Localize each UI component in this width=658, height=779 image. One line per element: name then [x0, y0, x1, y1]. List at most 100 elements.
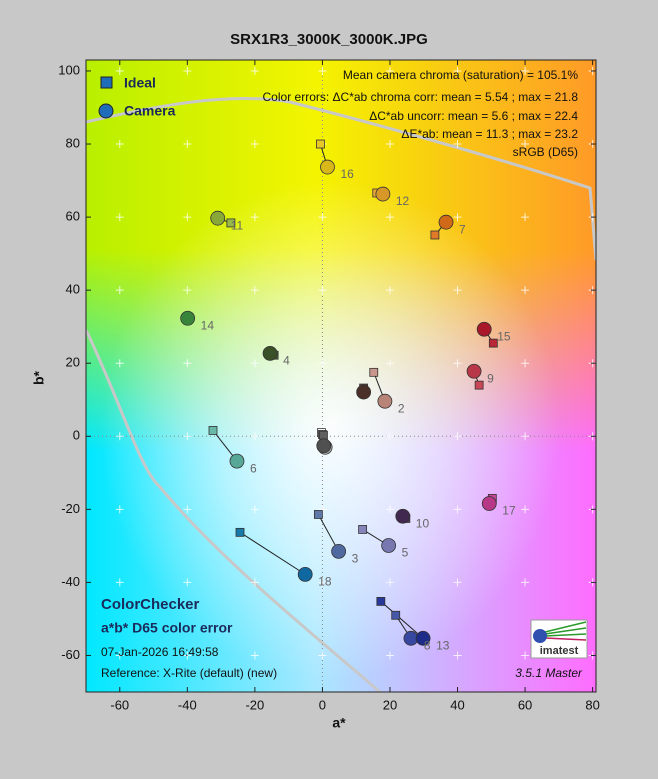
ideal-point — [488, 338, 498, 348]
grid-cross — [318, 359, 327, 368]
grid-cross — [183, 286, 192, 295]
grid-cross — [521, 286, 530, 295]
patch-label: 6 — [250, 461, 257, 475]
y-tick-label: 40 — [66, 282, 80, 297]
ideal-point — [226, 218, 236, 228]
grid-cross — [115, 432, 124, 441]
camera-point — [316, 438, 332, 454]
x-tick-label: 0 — [319, 697, 326, 712]
grid-cross — [385, 578, 394, 587]
grid-cross — [453, 505, 462, 514]
legend-label: Camera — [124, 103, 176, 119]
patch-label: 4 — [283, 354, 290, 368]
version: 3.5.1 Master — [515, 666, 583, 680]
patch-label: 16 — [340, 167, 354, 181]
grid-cross — [453, 432, 462, 441]
grid-cross — [385, 66, 394, 75]
y-tick-label: -20 — [61, 501, 80, 516]
camera-point — [262, 345, 278, 361]
grid-cross — [521, 140, 530, 149]
grid-cross — [318, 651, 327, 660]
x-tick-label: 60 — [518, 697, 532, 712]
ideal-point — [430, 230, 440, 240]
grid-cross — [250, 578, 259, 587]
camera-point — [415, 630, 431, 646]
grid-cross — [453, 286, 462, 295]
y-tick-label: 100 — [58, 62, 80, 77]
grid-cross — [521, 66, 530, 75]
camera-point — [229, 453, 245, 469]
grid-cross — [183, 651, 192, 660]
y-tick-label: -40 — [61, 574, 80, 589]
ideal-point — [315, 139, 325, 149]
camera-point — [381, 538, 397, 553]
x-tick-label: -40 — [178, 697, 197, 712]
grid-cross — [250, 66, 259, 75]
y-tick-label: 80 — [66, 135, 80, 150]
grid-cross — [250, 213, 259, 222]
grid-cross — [385, 286, 394, 295]
patch-label: 9 — [487, 371, 494, 385]
plot-frame — [85, 59, 597, 693]
logo-text: imatest — [540, 645, 579, 657]
grid-cross — [453, 66, 462, 75]
grid-cross — [521, 651, 530, 660]
patch-label: 15 — [497, 329, 511, 343]
grid-cross — [115, 140, 124, 149]
y-tick-label: 20 — [66, 355, 80, 370]
chart-name: ColorChecker — [101, 596, 200, 613]
info-text: ΔE*ab: mean = 11.3 ; max = 23.2 — [401, 127, 578, 141]
x-tick-label: -60 — [110, 697, 129, 712]
x-tick-label: 80 — [585, 697, 599, 712]
ideal-point — [235, 527, 245, 537]
grid-cross — [385, 140, 394, 149]
ideal-point — [376, 597, 386, 606]
grid-cross — [183, 140, 192, 149]
ideal-point — [208, 426, 218, 435]
grid-cross — [250, 286, 259, 295]
grid-cross — [385, 213, 394, 222]
patch-label: 3 — [352, 552, 359, 566]
patch-label: 17 — [502, 504, 516, 518]
patch-label: 12 — [396, 194, 410, 208]
camera-point — [395, 508, 411, 524]
x-axis-label: a* — [332, 715, 346, 731]
grid-cross — [318, 213, 327, 222]
date: 07-Jan-2026 16:49:58 — [101, 645, 219, 659]
grid-cross — [183, 578, 192, 587]
patch-label: 2 — [398, 401, 405, 415]
camera-point — [331, 543, 347, 559]
patch-label: 7 — [459, 222, 466, 236]
grid-cross — [318, 66, 327, 75]
grid-cross — [183, 66, 192, 75]
legend-swatch — [98, 103, 114, 119]
grid-cross — [183, 213, 192, 222]
grid-cross — [115, 213, 124, 222]
ideal-point — [313, 510, 323, 519]
camera-point — [481, 496, 497, 511]
camera-point — [375, 186, 391, 202]
gamut-boundary — [86, 329, 381, 692]
camera-point — [356, 384, 372, 400]
camera-point — [320, 159, 335, 175]
grid-cross — [521, 213, 530, 222]
grid-cross — [115, 286, 124, 295]
camera-point — [466, 363, 482, 379]
grid-cross — [115, 651, 124, 660]
patch-label: 18 — [318, 575, 332, 589]
grid-cross — [521, 432, 530, 441]
grid-cross — [318, 578, 327, 587]
grid-cross — [183, 432, 192, 441]
patch-label: 13 — [436, 638, 450, 652]
x-tick-label: 40 — [450, 697, 464, 712]
info-text: Mean camera chroma (saturation) = 105.1% — [343, 68, 578, 82]
camera-point — [297, 566, 313, 582]
ideal-point — [358, 525, 368, 534]
legend-swatch — [100, 76, 113, 89]
grid-cross — [385, 432, 394, 441]
chart-title: SRX1R3_3000K_3000K.JPG — [230, 31, 428, 48]
camera-point — [377, 393, 393, 409]
patch-label: 5 — [402, 546, 409, 560]
info-text: sRGB (D65) — [513, 145, 578, 159]
